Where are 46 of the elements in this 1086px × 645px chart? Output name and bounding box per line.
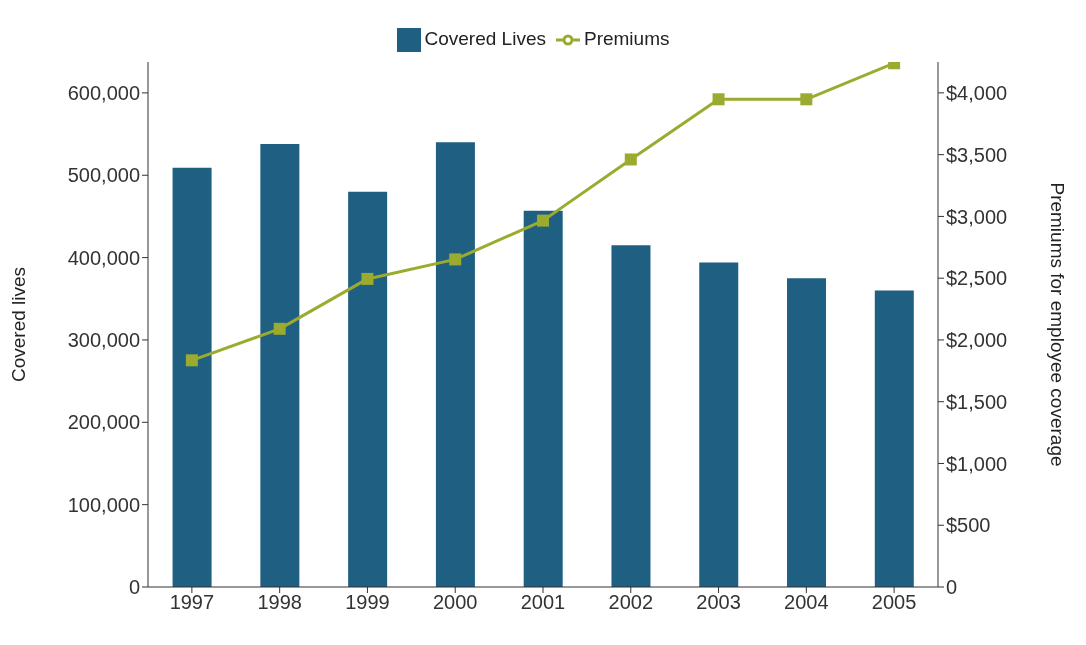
- y-tick-label: 400,000: [67, 246, 140, 269]
- y2-axis-title: Premiums for employee coverage: [1047, 182, 1069, 467]
- bar: [523, 210, 563, 587]
- point: [449, 253, 462, 266]
- y-tick-label: 0: [128, 576, 140, 599]
- bar: [787, 278, 827, 587]
- y2-tick-label: 0: [946, 576, 958, 599]
- bar: [172, 167, 212, 587]
- y-tick-label: 100,000: [67, 493, 140, 516]
- point: [537, 214, 549, 227]
- y2-tick-label: $2,500: [946, 267, 1008, 290]
- y-tick-label: 300,000: [67, 329, 140, 352]
- bar: [874, 290, 914, 587]
- x-tick-label: 1999: [345, 591, 390, 614]
- y2-tick-label: $1,500: [946, 390, 1008, 413]
- y-axis-title: Covered lives: [7, 266, 29, 383]
- x-tick-label: 2001: [520, 591, 566, 614]
- legend-label: Premiums: [583, 28, 670, 50]
- y-tick-label: 600,000: [67, 81, 140, 104]
- x-tick-label: 2000: [432, 591, 478, 614]
- x-tick-label: 2005: [871, 591, 917, 614]
- y2-tick-label: $1,000: [946, 452, 1008, 475]
- x-tick-label: 2003: [696, 591, 741, 614]
- y2-tick-label: $3,000: [946, 205, 1008, 228]
- x-tick-label: 2004: [784, 591, 829, 614]
- point: [361, 272, 374, 285]
- y2-tick-label: $3,500: [946, 143, 1008, 166]
- y-tick-label: 500,000: [67, 164, 140, 187]
- bar: [348, 191, 388, 587]
- x-tick-label: 1998: [257, 591, 302, 614]
- y2-tick-label: $4,000: [946, 81, 1008, 104]
- y-tick-label: 200,000: [67, 411, 140, 434]
- point: [800, 93, 813, 106]
- y2-tick-label: $500: [946, 514, 991, 537]
- bar: [611, 245, 651, 587]
- point: [185, 354, 198, 367]
- bar: [260, 143, 300, 587]
- bar: [435, 142, 475, 587]
- point: [273, 322, 286, 335]
- point: [712, 93, 725, 106]
- legend-label: Covered Lives: [424, 28, 546, 50]
- bar: [699, 262, 739, 587]
- x-tick-label: 2002: [608, 591, 654, 614]
- y2-tick-label: $2,000: [946, 329, 1008, 352]
- point: [624, 153, 637, 166]
- x-tick-label: 1997: [169, 591, 215, 614]
